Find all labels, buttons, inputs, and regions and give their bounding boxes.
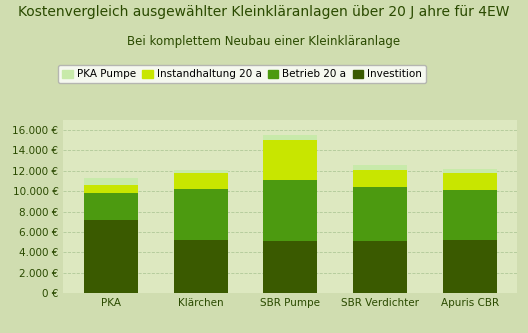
Bar: [353, 165, 407, 170]
Bar: [84, 185, 138, 193]
Bar: [353, 241, 407, 293]
Bar: [174, 240, 228, 293]
Bar: [84, 193, 138, 220]
Bar: [174, 170, 228, 173]
Bar: [84, 220, 138, 293]
Bar: [443, 169, 497, 173]
Bar: [174, 189, 228, 240]
Bar: [443, 190, 497, 240]
Bar: [263, 241, 317, 293]
Bar: [353, 187, 407, 241]
Bar: [443, 173, 497, 190]
Bar: [443, 240, 497, 293]
Bar: [174, 173, 228, 189]
Legend: PKA Pumpe, Instandhaltung 20 a, Betrieb 20 a, Investition: PKA Pumpe, Instandhaltung 20 a, Betrieb …: [58, 65, 426, 84]
Bar: [263, 135, 317, 140]
Bar: [263, 140, 317, 180]
Text: Bei komplettem Neubau einer Kleinkläranlage: Bei komplettem Neubau einer Kleinkläranl…: [127, 35, 401, 48]
Text: Kostenvergleich ausgewählter Kleinkläranlagen über 20 J ahre für 4EW: Kostenvergleich ausgewählter Kleinkläran…: [18, 5, 510, 19]
Bar: [353, 170, 407, 187]
Bar: [263, 180, 317, 241]
Bar: [84, 178, 138, 185]
